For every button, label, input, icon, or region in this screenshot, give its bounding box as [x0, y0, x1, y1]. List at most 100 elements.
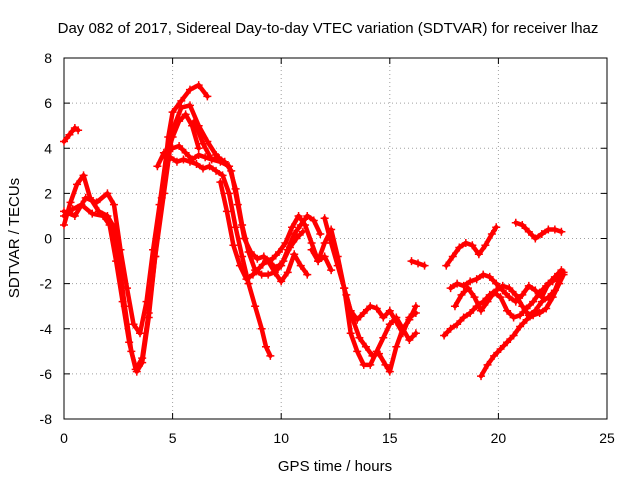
data-point — [450, 302, 459, 311]
data-point — [259, 252, 268, 261]
data-point — [181, 148, 190, 157]
data-point — [381, 360, 390, 369]
data-point — [490, 351, 499, 360]
data-point — [485, 272, 494, 281]
data-point — [303, 211, 312, 220]
data-point — [60, 207, 68, 216]
x-tick-label: 25 — [599, 430, 615, 446]
series-arc-15 — [448, 267, 564, 304]
data-point — [229, 241, 238, 250]
data-point — [283, 268, 292, 277]
data-point — [516, 311, 525, 320]
data-point — [348, 315, 357, 324]
data-point — [505, 293, 514, 302]
data-point — [537, 229, 546, 238]
data-point — [166, 153, 175, 162]
data-point — [392, 313, 401, 322]
data-point — [314, 257, 323, 266]
data-point — [307, 239, 316, 248]
data-point — [366, 302, 375, 311]
data-point — [251, 302, 260, 311]
data-point — [557, 227, 566, 236]
data-point — [333, 261, 342, 270]
data-point — [529, 297, 538, 306]
data-point — [535, 288, 544, 297]
data-point — [392, 342, 401, 351]
data-point — [244, 279, 253, 288]
data-point — [550, 225, 559, 234]
data-point — [498, 286, 507, 295]
data-point — [231, 184, 240, 193]
data-point — [361, 342, 370, 351]
data-point — [199, 164, 208, 173]
data-point — [253, 254, 262, 263]
data-point — [459, 313, 468, 322]
data-point — [149, 245, 158, 254]
data-point — [487, 229, 496, 238]
data-point — [516, 322, 525, 331]
data-point — [448, 252, 457, 261]
data-point — [225, 189, 234, 198]
data-point — [79, 171, 88, 180]
data-point — [385, 320, 394, 329]
data-point — [109, 200, 118, 209]
data-point — [327, 266, 336, 275]
data-point — [288, 223, 297, 232]
data-point — [74, 126, 83, 135]
series-arc-18 — [478, 272, 566, 379]
data-point — [168, 132, 177, 141]
data-point — [405, 315, 414, 324]
data-point — [303, 270, 312, 279]
data-point — [116, 245, 125, 254]
data-point — [248, 270, 257, 279]
data-point — [205, 162, 214, 171]
data-point — [307, 245, 316, 254]
data-point — [60, 137, 68, 146]
series-arc-8 — [218, 179, 334, 282]
data-point — [374, 349, 383, 358]
data-point — [203, 137, 212, 146]
data-point — [222, 207, 231, 216]
data-point — [468, 241, 477, 250]
data-point — [92, 198, 101, 207]
data-point — [446, 284, 455, 293]
data-point — [65, 130, 74, 139]
data-point — [320, 214, 329, 223]
data-point — [340, 284, 349, 293]
data-point — [542, 304, 551, 313]
data-point — [342, 290, 351, 299]
data-point — [199, 139, 208, 148]
data-point — [368, 351, 377, 360]
data-point — [398, 324, 407, 333]
x-tick-label: 20 — [491, 430, 507, 446]
data-point — [201, 153, 210, 162]
data-point — [131, 365, 140, 374]
data-point — [181, 110, 190, 119]
data-point — [244, 248, 253, 257]
data-point — [503, 306, 512, 315]
data-point — [175, 117, 184, 126]
data-point — [238, 252, 247, 261]
y-tick-label: 0 — [44, 231, 52, 247]
data-point — [463, 284, 472, 293]
data-point — [177, 96, 186, 105]
chart-title: Day 082 of 2017, Sidereal Day-to-day VTE… — [58, 20, 599, 37]
data-point — [479, 270, 488, 279]
data-point — [266, 351, 275, 360]
data-point — [264, 270, 273, 279]
y-tick-label: -6 — [40, 366, 53, 382]
data-point — [379, 333, 388, 342]
data-point — [459, 281, 468, 290]
data-point — [483, 297, 492, 306]
data-point — [136, 329, 145, 338]
data-point — [440, 331, 449, 340]
data-point — [118, 297, 127, 306]
data-point — [255, 263, 264, 272]
data-point — [531, 234, 540, 243]
data-point — [496, 345, 505, 354]
data-point — [372, 304, 381, 313]
data-point — [518, 220, 527, 229]
data-point — [153, 162, 162, 171]
series-arc-7 — [192, 118, 323, 277]
